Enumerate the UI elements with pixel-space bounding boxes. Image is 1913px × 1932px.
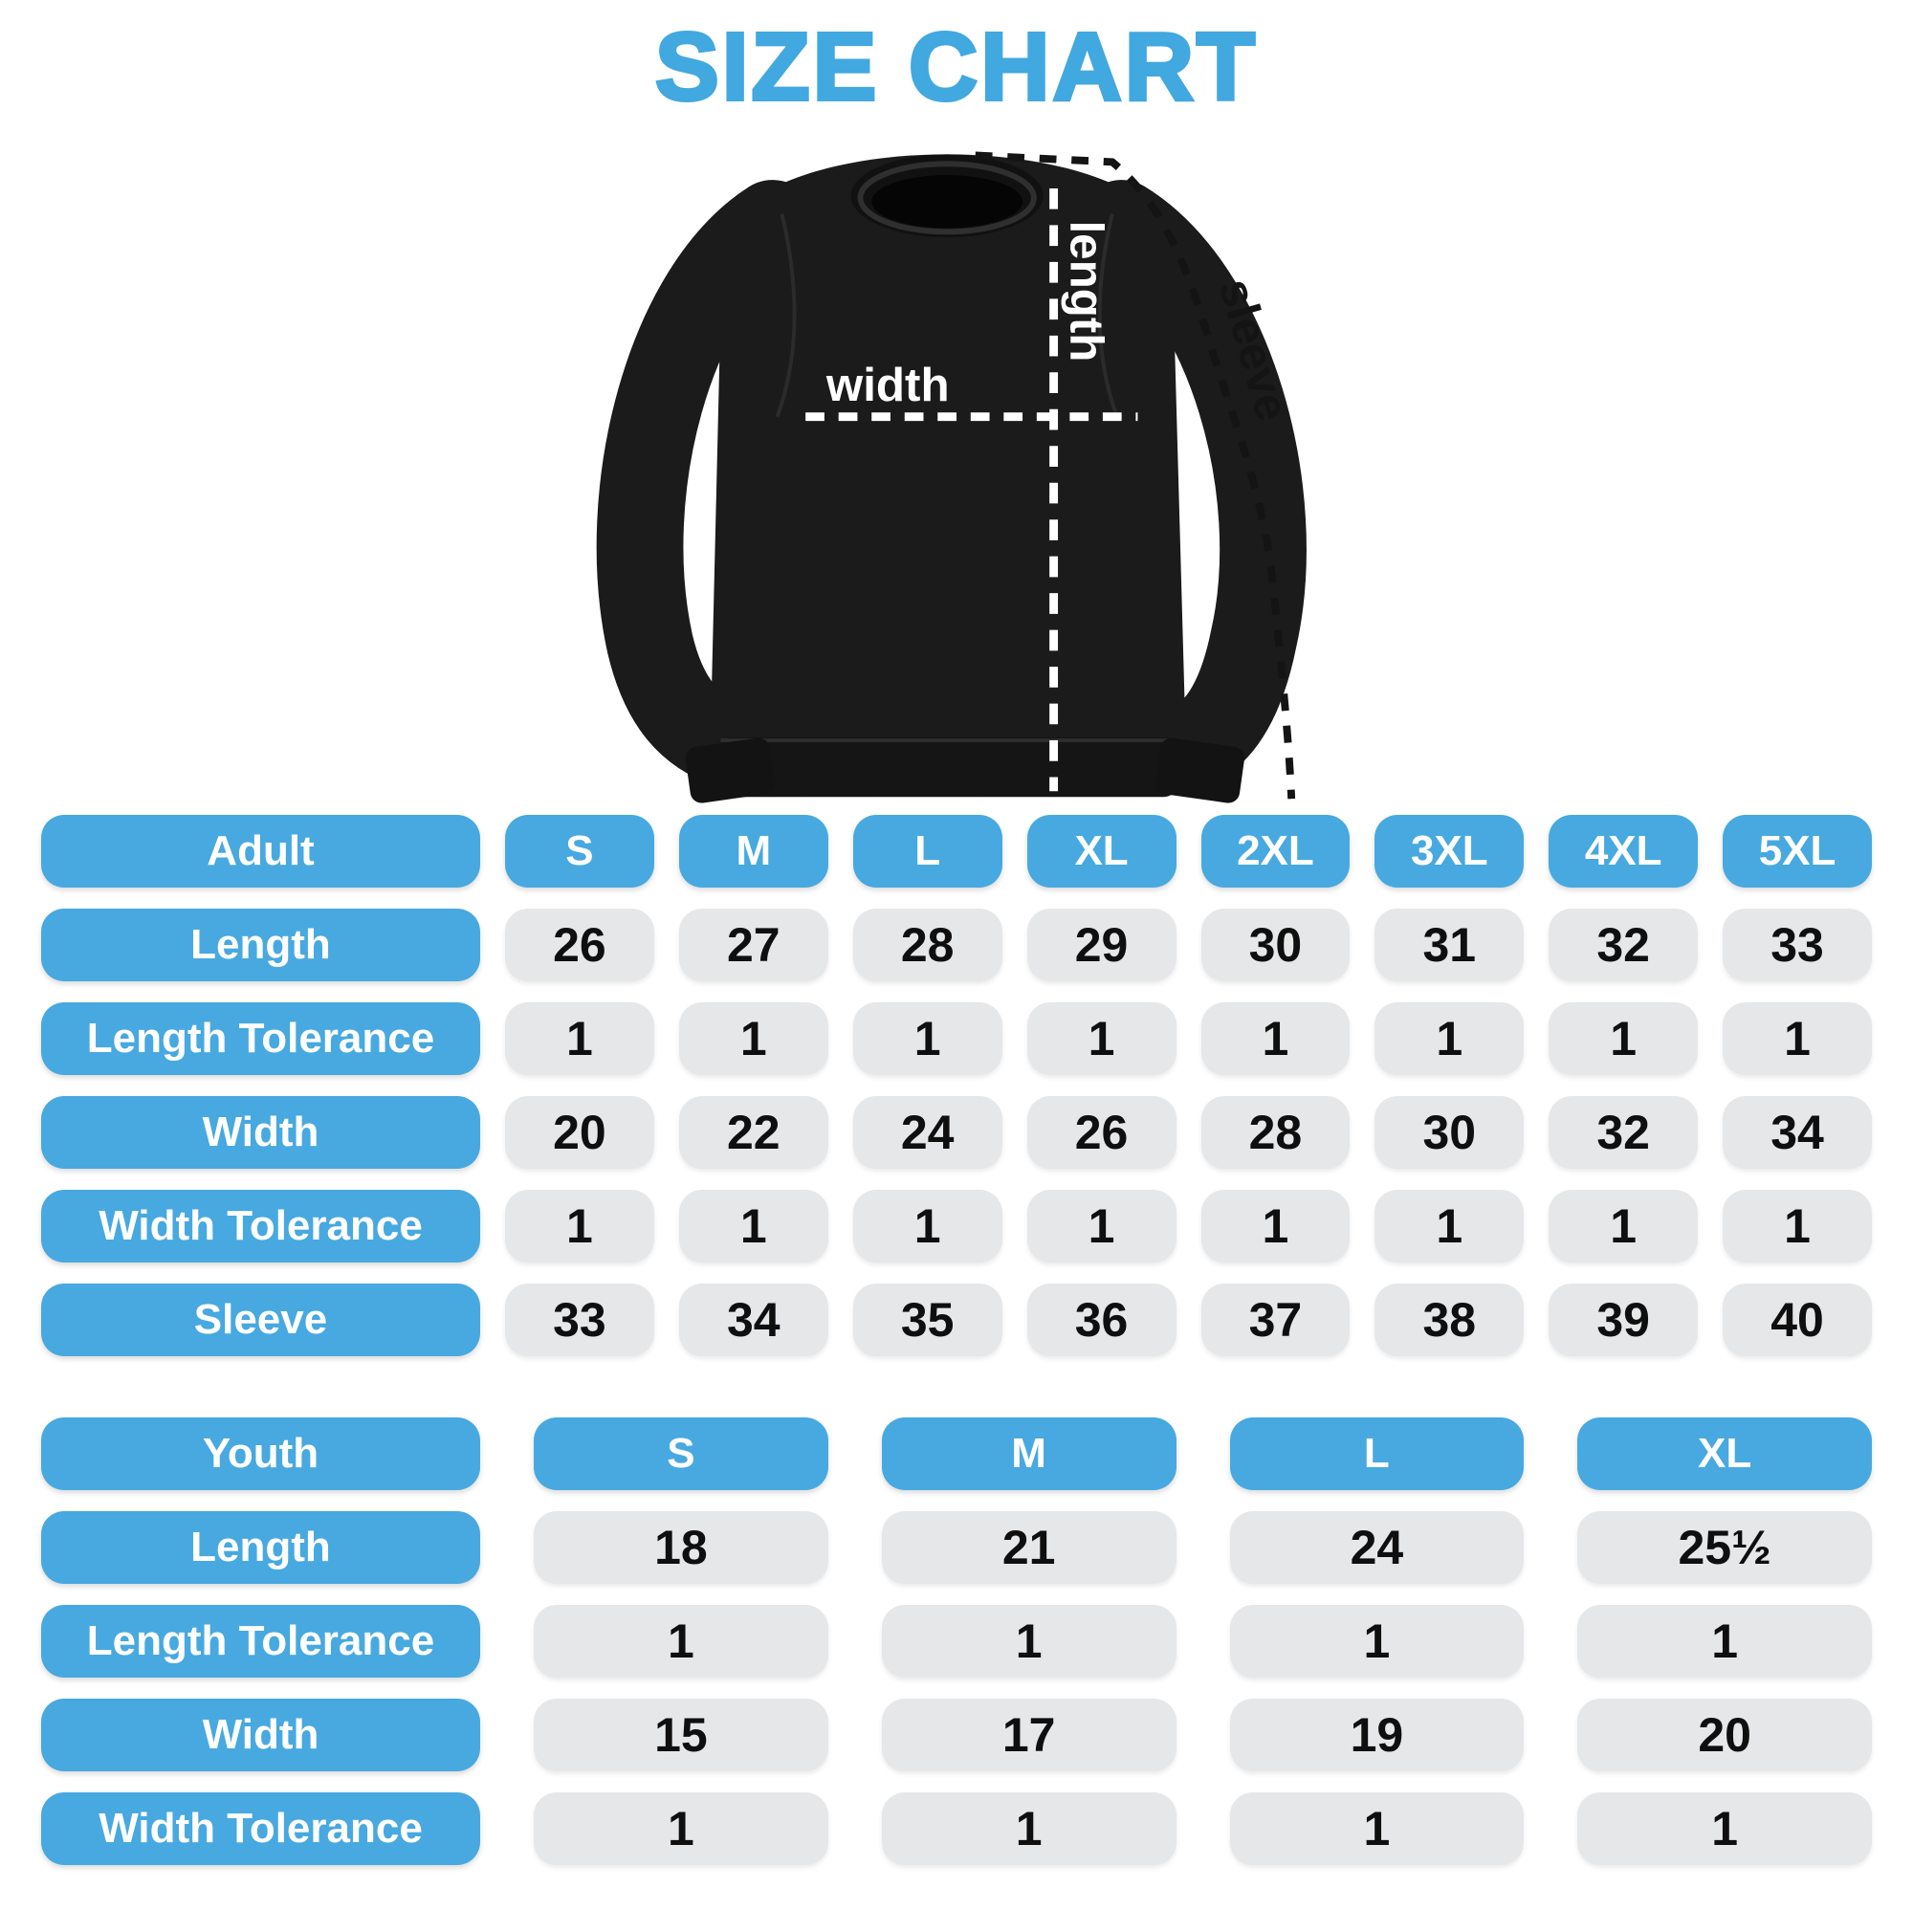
size-cell: 18 <box>534 1511 828 1584</box>
left-armhole-seam <box>775 213 797 418</box>
column-header: 2XL <box>1200 815 1351 888</box>
size-chart-page: SIZE CHART <box>0 13 1913 1932</box>
row-label: Sleeve <box>41 1284 480 1356</box>
column-header: M <box>881 1417 1176 1490</box>
row-label: Length Tolerance <box>41 1002 480 1075</box>
youth-size-table: Youth S M L XL Length 18 21 24 25½ Length Toleranc… <box>41 1417 1872 1865</box>
size-cell: 38 <box>1374 1284 1525 1356</box>
size-cell: 31 <box>1374 909 1525 981</box>
row-label: Width <box>41 1096 480 1169</box>
size-cell: 26 <box>1026 1096 1176 1169</box>
size-cell: 32 <box>1549 909 1699 981</box>
table-group-label: Youth <box>41 1417 480 1490</box>
column-header: 3XL <box>1374 815 1525 888</box>
size-cell: 1 <box>1229 1792 1525 1865</box>
size-cell: 1 <box>678 1002 828 1075</box>
size-cell: 28 <box>852 909 1002 981</box>
size-cell: 1 <box>1374 1002 1525 1075</box>
size-cell: 1 <box>1374 1190 1525 1262</box>
size-cell: 1 <box>1026 1002 1176 1075</box>
page-title: SIZE CHART <box>653 13 1258 121</box>
size-cell: 24 <box>1229 1511 1525 1584</box>
size-cell: 1 <box>1723 1002 1872 1075</box>
hem-band <box>718 737 1177 798</box>
size-cell: 1 <box>1026 1190 1176 1262</box>
size-cell: 39 <box>1549 1284 1699 1356</box>
size-cell: 1 <box>505 1190 654 1262</box>
collar-rib <box>857 161 1037 235</box>
size-cell: 20 <box>1577 1699 1872 1771</box>
size-cell: 26 <box>505 909 654 981</box>
adult-size-table: Adult S M L XL 2XL 3XL 4XL 5XL Length 26 27 28 29 30 31… <box>41 815 1872 1356</box>
size-cell: 1 <box>881 1605 1176 1678</box>
size-cell: 30 <box>1200 909 1351 981</box>
size-cell: 21 <box>881 1511 1176 1584</box>
size-cell: 1 <box>1577 1605 1872 1678</box>
size-cell: 35 <box>852 1284 1002 1356</box>
table-group-label: Adult <box>41 815 480 888</box>
width-measure-label: width <box>825 359 950 411</box>
size-cell: 25½ <box>1577 1511 1872 1584</box>
size-cell: 34 <box>678 1284 828 1356</box>
column-header: 4XL <box>1549 815 1699 888</box>
size-cell: 40 <box>1723 1284 1872 1356</box>
row-label: Width Tolerance <box>41 1190 480 1262</box>
row-label: Length Tolerance <box>41 1605 480 1678</box>
column-header: XL <box>1577 1417 1872 1490</box>
size-cell: 1 <box>1723 1190 1872 1262</box>
size-cell: 33 <box>1723 909 1872 981</box>
size-cell: 36 <box>1026 1284 1176 1356</box>
size-cell: 24 <box>852 1096 1002 1169</box>
torso <box>711 154 1185 741</box>
left-cuff <box>685 737 775 803</box>
size-cell: 27 <box>678 909 828 981</box>
size-cell: 1 <box>505 1002 654 1075</box>
size-cell: 1 <box>1549 1190 1699 1262</box>
column-header: L <box>1229 1417 1525 1490</box>
size-cell: 1 <box>1200 1190 1351 1262</box>
size-cell: 1 <box>1549 1002 1699 1075</box>
column-header: S <box>505 815 654 888</box>
length-measure-label: length <box>1060 220 1112 362</box>
size-cell: 17 <box>881 1699 1176 1771</box>
size-cell: 29 <box>1026 909 1176 981</box>
row-label: Width <box>41 1699 480 1771</box>
size-cell: 22 <box>678 1096 828 1169</box>
column-header: XL <box>1026 815 1176 888</box>
size-cell: 1 <box>534 1605 828 1678</box>
size-cell: 28 <box>1200 1096 1351 1169</box>
size-cell: 15 <box>534 1699 828 1771</box>
size-cell: 19 <box>1229 1699 1525 1771</box>
collar-inner <box>871 175 1023 229</box>
size-cell: 33 <box>505 1284 654 1356</box>
size-cell: 1 <box>1577 1792 1872 1865</box>
right-armhole-seam <box>1097 213 1119 418</box>
size-cell: 1 <box>852 1190 1002 1262</box>
column-header: M <box>678 815 828 888</box>
left-sleeve <box>596 180 817 789</box>
size-cell: 1 <box>852 1002 1002 1075</box>
sleeve-measure-line <box>975 151 1296 800</box>
size-cell: 30 <box>1374 1096 1525 1169</box>
size-cell: 1 <box>678 1190 828 1262</box>
sweatshirt-measurement-diagram: width length sleeve <box>0 115 1913 813</box>
size-cell: 1 <box>881 1792 1176 1865</box>
size-cell: 37 <box>1200 1284 1351 1356</box>
column-header: L <box>852 815 1002 888</box>
size-cell: 32 <box>1549 1096 1699 1169</box>
right-cuff <box>1154 737 1245 803</box>
row-label: Length <box>41 1511 480 1584</box>
size-cell: 20 <box>505 1096 654 1169</box>
column-header: S <box>534 1417 828 1490</box>
row-label: Length <box>41 909 480 981</box>
sweatshirt-graphic: width length sleeve <box>596 151 1307 803</box>
column-header: 5XL <box>1723 815 1872 888</box>
size-cell: 34 <box>1723 1096 1872 1169</box>
row-label: Width Tolerance <box>41 1792 480 1865</box>
size-cell: 1 <box>1229 1605 1525 1678</box>
size-cell: 1 <box>1200 1002 1351 1075</box>
size-cell: 1 <box>534 1792 828 1865</box>
